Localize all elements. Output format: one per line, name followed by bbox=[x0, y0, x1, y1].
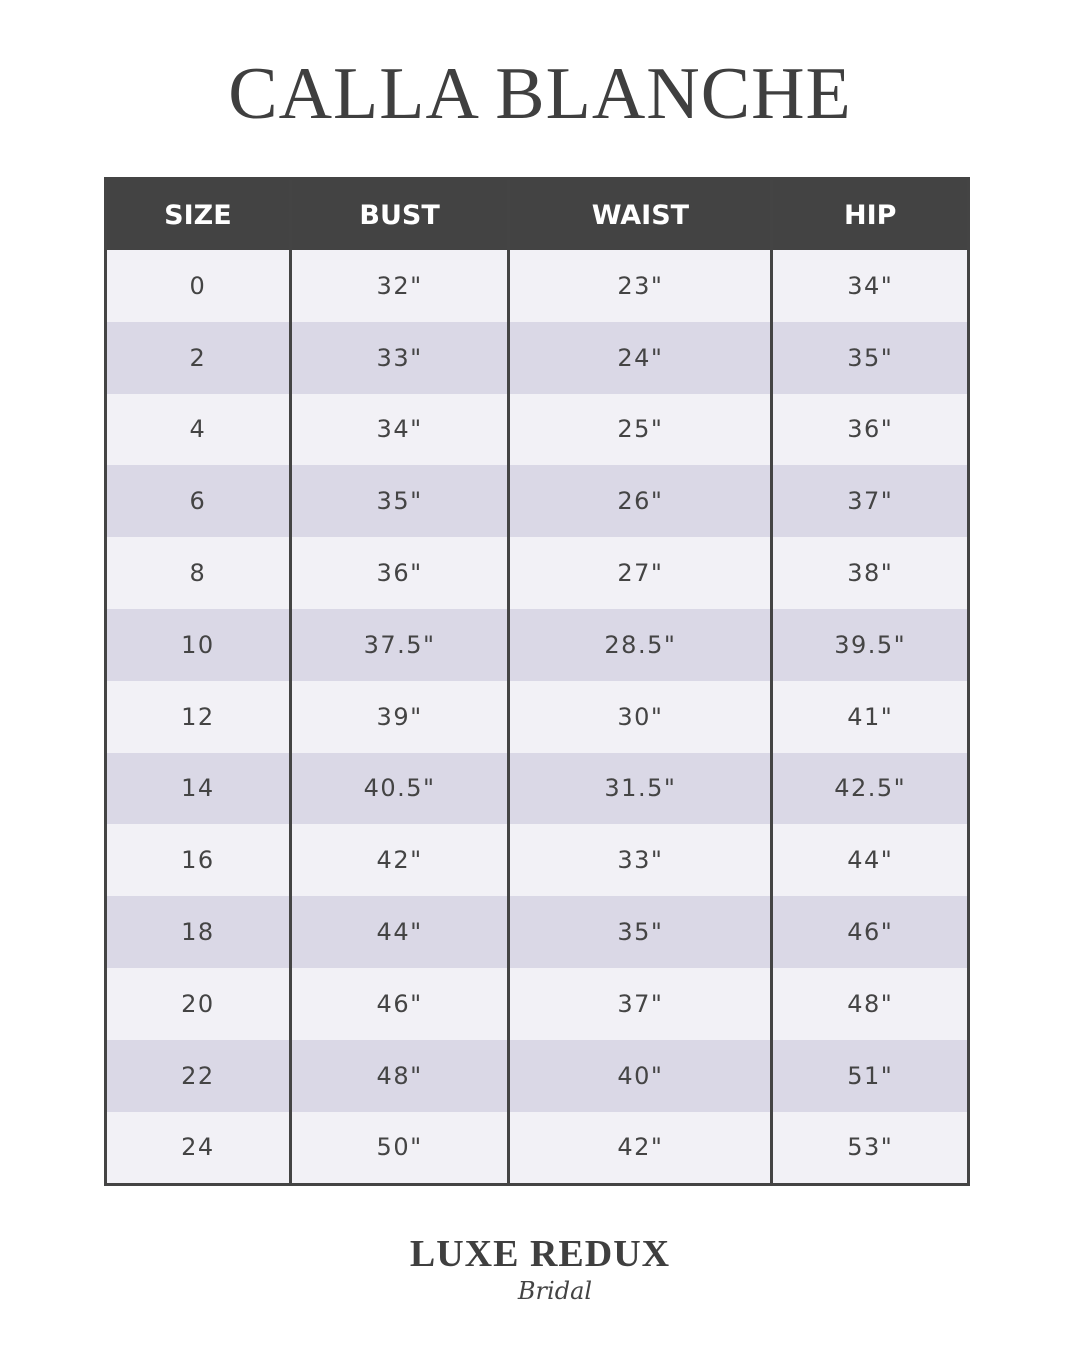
table-cell-waist: 27" bbox=[507, 537, 772, 609]
brand-logo: LUXE REDUX Bridal bbox=[0, 1234, 1080, 1306]
column-header-hip: HIP bbox=[770, 178, 970, 250]
table-cell-hip: 34" bbox=[770, 250, 969, 322]
table-cell-hip: 44" bbox=[770, 824, 969, 897]
table-row: 16 42" 33" 44" bbox=[105, 824, 969, 897]
table-cell-size: 16 bbox=[105, 824, 291, 897]
table-cell-size: 12 bbox=[105, 680, 291, 753]
page-title: CALLA BLANCHE bbox=[228, 53, 852, 135]
table-cell-bust: 33" bbox=[288, 321, 509, 394]
table-cell-size: 4 bbox=[105, 393, 291, 466]
table-cell-size: 24 bbox=[105, 1111, 291, 1185]
table-cell-hip: 53" bbox=[770, 1111, 969, 1185]
table-cell-bust: 39" bbox=[288, 680, 509, 753]
logo-main-text: LUXE REDUX bbox=[409, 1233, 671, 1275]
table-row: 14 40.5" 31.5" 42.5" bbox=[105, 752, 969, 825]
table-cell-bust: 35" bbox=[288, 465, 509, 538]
table-cell-hip: 38" bbox=[770, 537, 969, 609]
table-cell-bust: 37.5" bbox=[288, 608, 509, 681]
table-cell-waist: 30" bbox=[507, 680, 772, 753]
table-cell-waist: 24" bbox=[507, 321, 772, 394]
table-cell-size: 8 bbox=[105, 537, 291, 609]
table-cell-waist: 40" bbox=[507, 1039, 772, 1112]
table-cell-waist: 42" bbox=[507, 1111, 772, 1185]
table-cell-hip: 39.5" bbox=[770, 608, 969, 681]
table-cell-waist: 37" bbox=[507, 967, 772, 1040]
table-cell-hip: 48" bbox=[770, 967, 969, 1040]
table-cell-hip: 37" bbox=[770, 465, 969, 538]
table-cell-hip: 41" bbox=[770, 680, 969, 753]
table-row: 8 36" 27" 38" bbox=[105, 537, 969, 609]
table-cell-bust: 32" bbox=[288, 250, 509, 322]
table-cell-size: 6 bbox=[105, 465, 291, 538]
table-cell-bust: 50" bbox=[288, 1111, 509, 1185]
table-cell-hip: 42.5" bbox=[770, 752, 969, 825]
table-cell-waist: 25" bbox=[507, 393, 772, 466]
table-row: 4 34" 25" 36" bbox=[105, 393, 969, 466]
table-cell-size: 18 bbox=[105, 896, 291, 968]
table-cell-bust: 42" bbox=[288, 824, 509, 897]
table-cell-waist: 23" bbox=[507, 250, 772, 322]
table-cell-waist: 33" bbox=[507, 824, 772, 897]
table-cell-hip: 46" bbox=[770, 896, 969, 968]
table-cell-bust: 44" bbox=[288, 896, 509, 968]
table-cell-bust: 48" bbox=[288, 1039, 509, 1112]
table-cell-size: 2 bbox=[105, 321, 291, 394]
table-row: 10 37.5" 28.5" 39.5" bbox=[105, 608, 969, 681]
table-cell-waist: 35" bbox=[507, 896, 772, 968]
table-row: 20 46" 37" 48" bbox=[105, 967, 969, 1040]
table-row: 18 44" 35" 46" bbox=[105, 896, 969, 968]
table-cell-size: 22 bbox=[105, 1039, 291, 1112]
table-cell-hip: 36" bbox=[770, 393, 969, 466]
table-row: 2 33" 24" 35" bbox=[105, 321, 969, 394]
table-cell-size: 14 bbox=[105, 752, 291, 825]
table-row: 22 48" 40" 51" bbox=[105, 1039, 969, 1112]
column-header-size: SIZE bbox=[105, 178, 292, 250]
table-cell-waist: 28.5" bbox=[507, 608, 772, 681]
table-row: 0 32" 23" 34" bbox=[105, 250, 969, 322]
table-cell-bust: 46" bbox=[288, 967, 509, 1040]
table-cell-bust: 36" bbox=[288, 537, 509, 609]
table-row: 6 35" 26" 37" bbox=[105, 465, 969, 538]
table-cell-waist: 31.5" bbox=[507, 752, 772, 825]
table-cell-size: 0 bbox=[105, 250, 291, 322]
table-row: 12 39" 30" 41" bbox=[105, 680, 969, 753]
table-cell-hip: 35" bbox=[770, 321, 969, 394]
table-cell-size: 20 bbox=[105, 967, 291, 1040]
table-row: 24 50" 42" 53" bbox=[105, 1111, 969, 1185]
column-header-bust: BUST bbox=[288, 178, 511, 250]
size-chart-table: SIZE BUST WAIST HIP 0 32" 23" 34" 2 33" 24" 35" 4 34… bbox=[104, 177, 970, 1187]
logo-sub-text: Bridal bbox=[517, 1277, 593, 1305]
table-cell-waist: 26" bbox=[507, 465, 772, 538]
table-cell-bust: 40.5" bbox=[288, 752, 509, 825]
column-header-waist: WAIST bbox=[507, 178, 774, 250]
table-cell-size: 10 bbox=[105, 608, 291, 681]
table-cell-bust: 34" bbox=[288, 393, 509, 466]
table-header-row: SIZE BUST WAIST HIP bbox=[105, 178, 970, 250]
table-cell-hip: 51" bbox=[770, 1039, 969, 1112]
